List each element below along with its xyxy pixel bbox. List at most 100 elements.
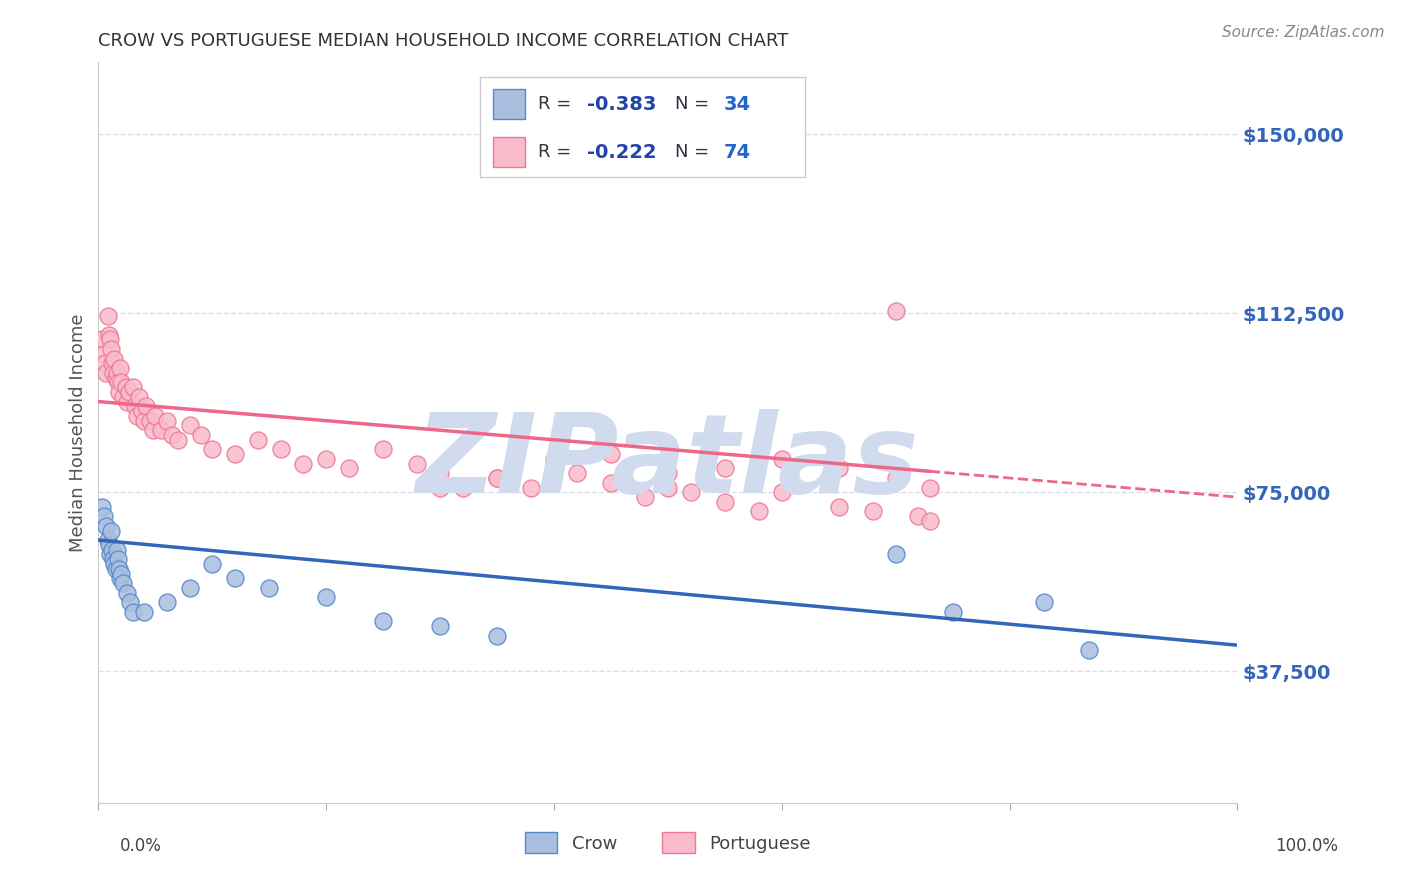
Point [96,366,118,380]
Point [128,390,150,404]
Point [127,409,149,423]
Point [112,390,135,404]
Point [600,475,623,490]
Point [135,400,157,414]
Point [142,423,165,437]
Point [770,451,793,466]
Point [486,629,509,643]
Text: Source: ZipAtlas.com: Source: ZipAtlas.com [1222,25,1385,40]
Legend: Crow, Portuguese: Crow, Portuguese [517,825,818,861]
Point [543,457,565,471]
Point [100,342,122,356]
Point [259,581,281,595]
Point [406,457,429,471]
Point [520,481,543,495]
Point [565,467,588,481]
Point [429,467,451,481]
Text: 100.0%: 100.0% [1275,837,1339,855]
Point [486,471,509,485]
Point [748,504,770,518]
Point [770,485,793,500]
Point [315,591,337,605]
Point [131,404,153,418]
Point [918,514,941,528]
Point [451,481,474,495]
Point [124,400,146,414]
Point [1078,643,1101,657]
Point [138,414,160,428]
Point [657,481,679,495]
Point [103,366,125,380]
Point [918,481,941,495]
Point [224,447,246,461]
Point [108,562,131,576]
Point [246,433,269,447]
Point [1032,595,1054,609]
Point [679,485,702,500]
Point [104,370,127,384]
Point [112,576,135,591]
Point [224,571,246,585]
Text: 0.0%: 0.0% [120,837,162,855]
Point [429,619,451,633]
Point [884,303,907,318]
Point [371,442,394,457]
Point [132,605,155,619]
Point [486,471,509,485]
Point [110,376,132,390]
Point [103,552,125,566]
Point [292,457,315,471]
Point [828,500,851,514]
Point [114,380,136,394]
Point [543,451,565,466]
Point [714,461,737,475]
Point [337,461,360,475]
Point [96,533,118,547]
Point [93,347,115,361]
Point [110,566,132,581]
Point [201,557,224,571]
Text: ZIPatlas: ZIPatlas [416,409,920,516]
Point [145,409,167,423]
Point [179,581,201,595]
Point [90,333,112,347]
Point [907,509,929,524]
Point [201,442,224,457]
Point [167,433,190,447]
Point [104,562,127,576]
Point [270,442,292,457]
Point [132,414,155,428]
Point [118,384,141,399]
Point [97,327,120,342]
Point [97,538,120,552]
Point [942,605,965,619]
Point [107,552,129,566]
Point [105,366,128,380]
Point [107,376,129,390]
Point [96,309,118,323]
Point [371,615,394,629]
Point [828,461,851,475]
Point [93,509,115,524]
Point [101,356,124,370]
Point [103,351,125,366]
Point [103,557,125,571]
Point [634,490,657,504]
Point [101,542,124,557]
Point [862,504,884,518]
Point [90,500,112,514]
Point [884,548,907,562]
Point [120,595,142,609]
Point [150,423,173,437]
Point [94,356,117,370]
Point [190,428,212,442]
Point [98,333,121,347]
Point [600,447,623,461]
Text: CROW VS PORTUGUESE MEDIAN HOUSEHOLD INCOME CORRELATION CHART: CROW VS PORTUGUESE MEDIAN HOUSEHOLD INCO… [98,32,789,50]
Point [96,518,118,533]
Point [100,524,122,538]
Point [108,384,131,399]
Point [156,595,179,609]
Point [315,451,337,466]
Point [714,495,737,509]
